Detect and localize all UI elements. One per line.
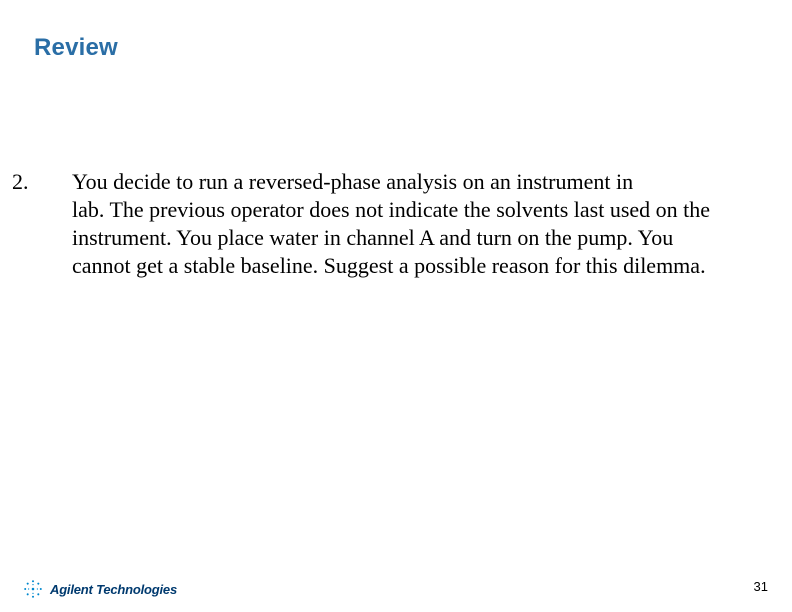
question-line1: You decide to run a reversed-phase analy… [72, 169, 633, 194]
page-title: Review [34, 34, 118, 62]
question-rest: lab. The previous operator does not indi… [42, 196, 732, 280]
question-number: 2. [42, 168, 72, 196]
logo-text: Agilent Technologies [50, 582, 177, 597]
agilent-logo: Agilent Technologies [22, 578, 177, 600]
question-block: 2.You decide to run a reversed-phase ana… [42, 168, 732, 281]
slide: Review 2.You decide to run a reversed-ph… [0, 0, 792, 612]
spark-icon [22, 578, 44, 600]
page-number: 31 [754, 579, 768, 594]
